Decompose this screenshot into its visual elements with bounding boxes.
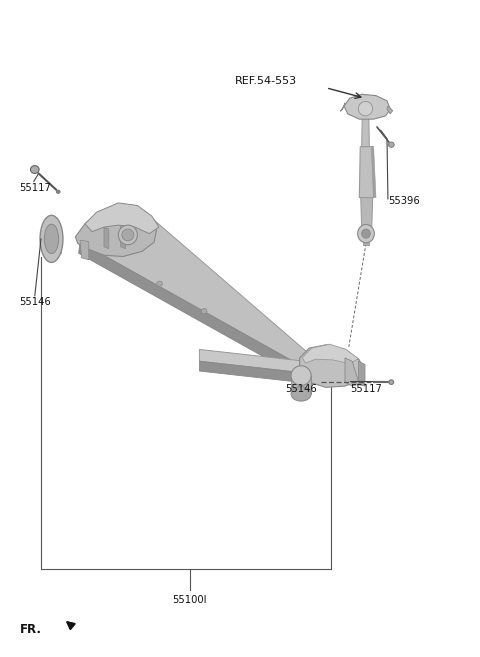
Polygon shape — [85, 203, 159, 234]
Text: REF.54-553: REF.54-553 — [235, 76, 297, 87]
Polygon shape — [42, 239, 61, 253]
Text: 55117: 55117 — [20, 183, 51, 193]
Polygon shape — [360, 147, 373, 198]
Ellipse shape — [40, 215, 63, 262]
Polygon shape — [363, 234, 369, 245]
Ellipse shape — [156, 281, 162, 286]
Ellipse shape — [122, 229, 134, 241]
Polygon shape — [344, 95, 390, 119]
Polygon shape — [199, 361, 316, 384]
Polygon shape — [359, 361, 365, 386]
Ellipse shape — [56, 190, 60, 193]
Ellipse shape — [362, 229, 370, 238]
Polygon shape — [340, 102, 345, 111]
Ellipse shape — [291, 387, 311, 401]
Polygon shape — [80, 216, 312, 368]
Ellipse shape — [118, 225, 137, 245]
Text: 55146: 55146 — [20, 298, 51, 307]
Polygon shape — [120, 225, 125, 249]
Polygon shape — [371, 147, 376, 198]
Text: 55396: 55396 — [388, 196, 420, 206]
Ellipse shape — [389, 380, 394, 384]
Ellipse shape — [388, 142, 394, 147]
Polygon shape — [362, 118, 369, 147]
Text: FR.: FR. — [20, 623, 42, 636]
Ellipse shape — [358, 225, 374, 243]
Text: 55146: 55146 — [285, 384, 317, 394]
Polygon shape — [291, 376, 311, 394]
Ellipse shape — [359, 101, 372, 116]
Polygon shape — [79, 242, 304, 380]
Text: 55100l: 55100l — [173, 595, 207, 604]
Polygon shape — [345, 358, 360, 386]
Polygon shape — [300, 345, 364, 388]
Polygon shape — [199, 350, 316, 374]
Text: 55117: 55117 — [350, 384, 382, 394]
Ellipse shape — [201, 309, 207, 314]
Polygon shape — [80, 240, 89, 260]
Ellipse shape — [31, 166, 39, 173]
Polygon shape — [361, 198, 372, 231]
Polygon shape — [387, 106, 393, 114]
Polygon shape — [75, 208, 156, 256]
Ellipse shape — [44, 224, 59, 254]
Polygon shape — [302, 344, 359, 364]
Ellipse shape — [291, 366, 311, 386]
Polygon shape — [104, 227, 109, 249]
